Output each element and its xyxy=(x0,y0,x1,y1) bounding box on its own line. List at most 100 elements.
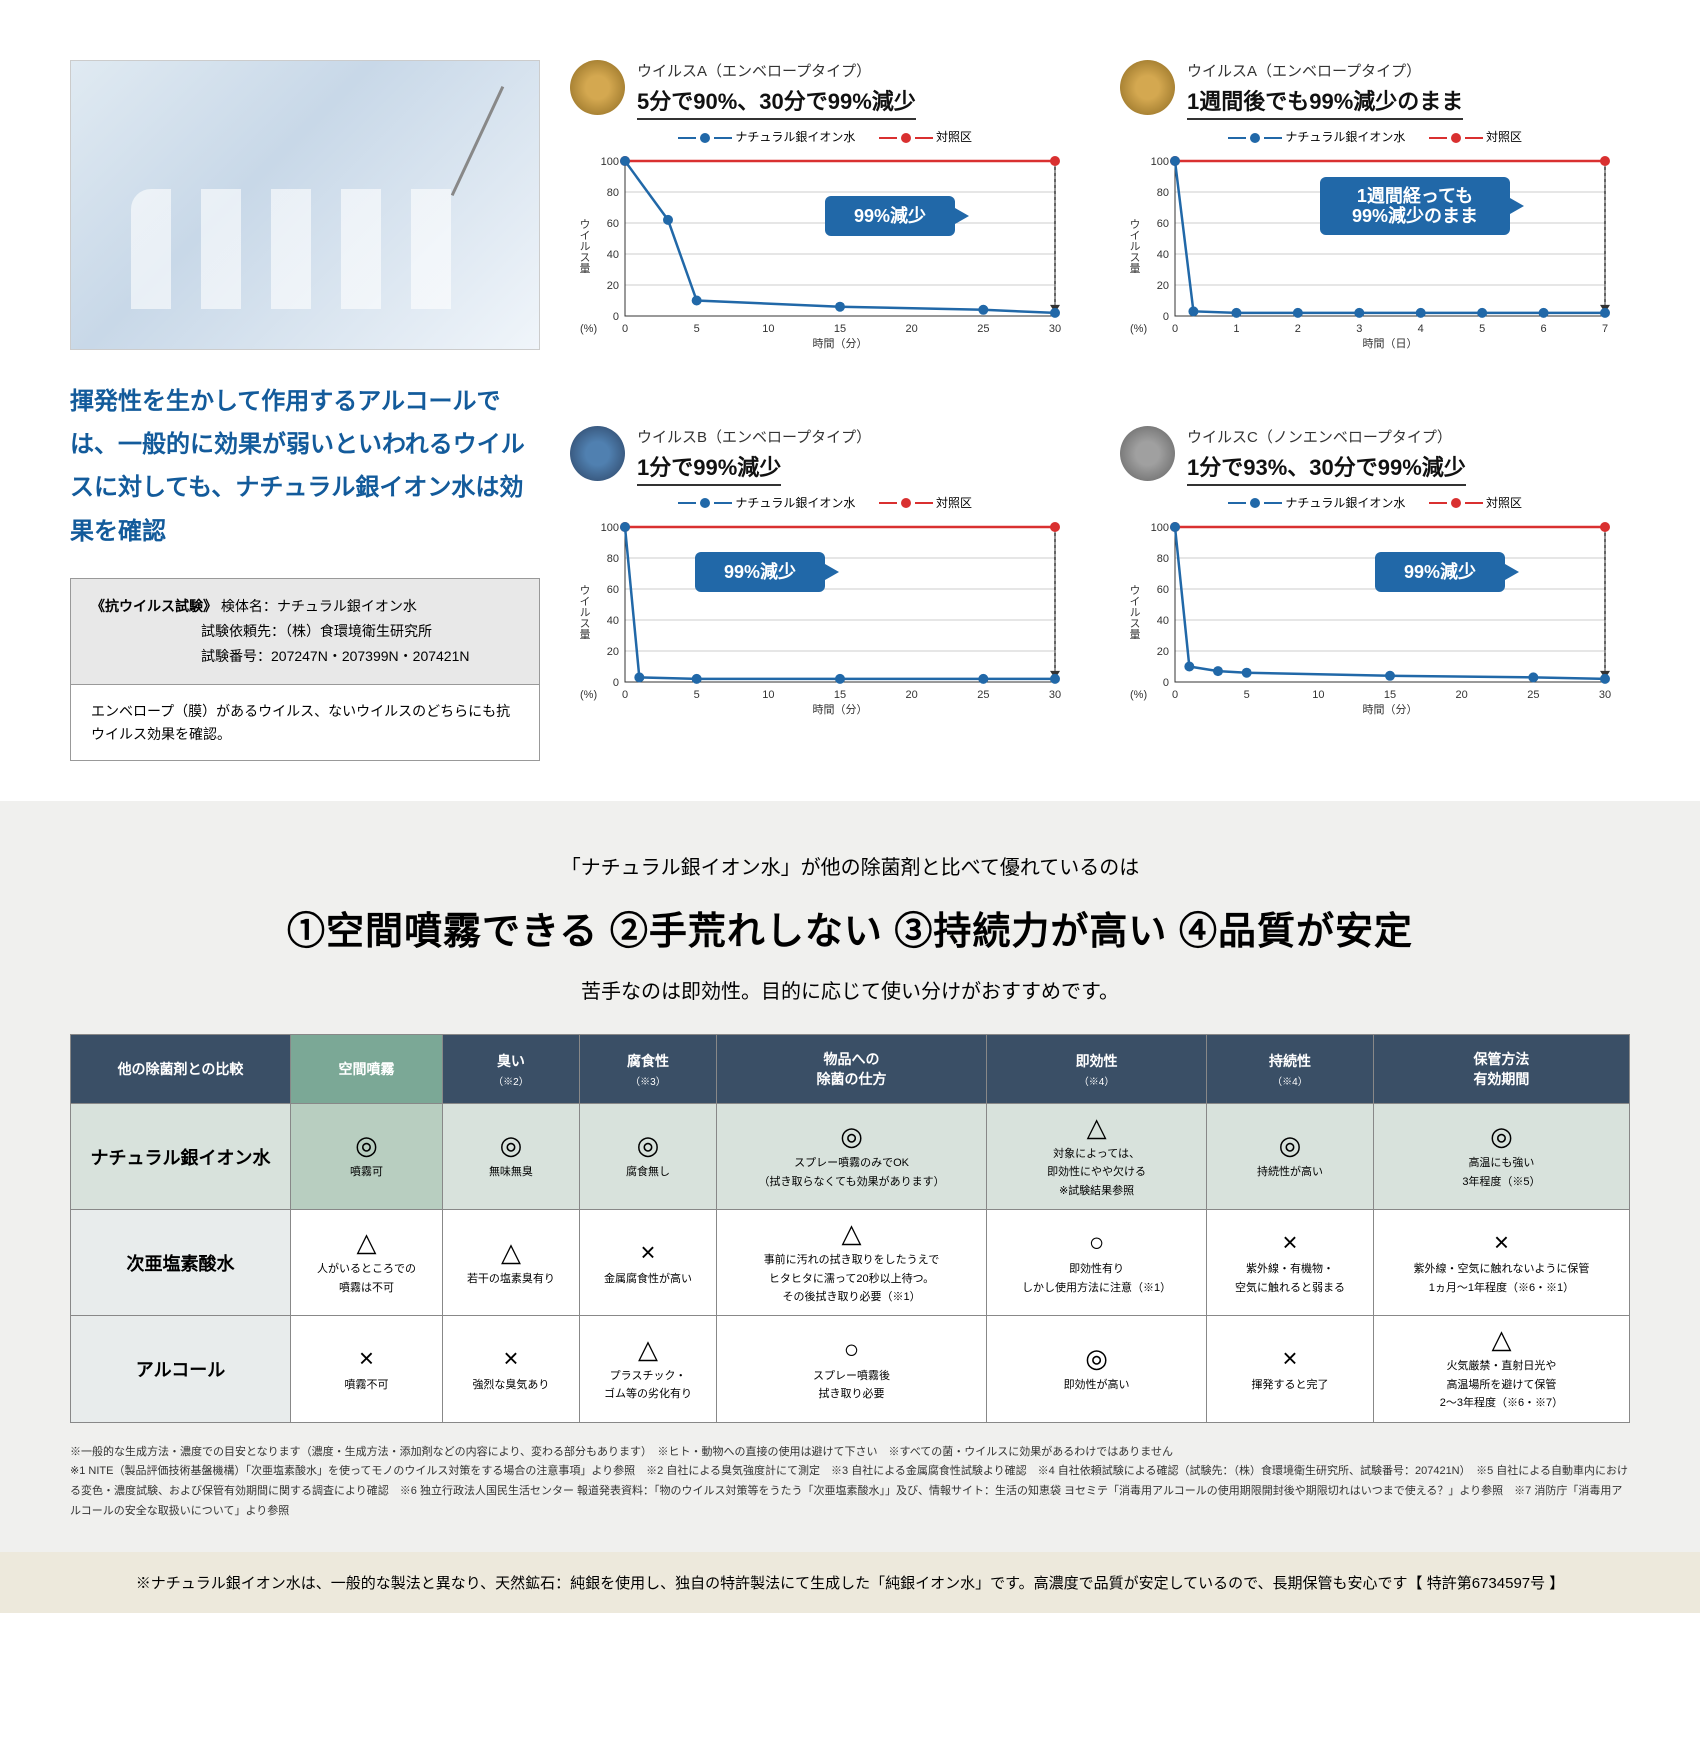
chart-legend: ナチュラル銀イオン水 対照区 xyxy=(1120,128,1630,145)
svg-text:30: 30 xyxy=(1049,323,1061,335)
svg-text:20: 20 xyxy=(1456,689,1468,701)
chart-result: 5分で90%、30分で99%減少 xyxy=(637,84,916,120)
table-header: 腐食性（※3） xyxy=(579,1035,716,1104)
row-name: 次亜塩素酸水 xyxy=(71,1210,291,1316)
svg-text:1週間経っても: 1週間経っても xyxy=(1357,185,1473,206)
table-header: 保管方法有効期間 xyxy=(1373,1035,1629,1104)
svg-text:0: 0 xyxy=(622,323,628,335)
table-cell: ×強烈な臭気あり xyxy=(442,1316,579,1422)
svg-text:10: 10 xyxy=(762,323,774,335)
svg-text:100: 100 xyxy=(601,156,619,168)
svg-text:80: 80 xyxy=(1157,187,1169,199)
chart-3: ウイルスC（ノンエンベロープタイプ）1分で93%、30分で99%減少 ナチュラル… xyxy=(1120,426,1630,762)
svg-text:10: 10 xyxy=(1312,689,1324,701)
table-cell: ◎持続性が高い xyxy=(1207,1104,1374,1210)
compare-features: ①空間噴霧できる ②手荒れしない ③持続力が高い ④品質が安定 xyxy=(70,900,1630,955)
table-header: 臭い（※2） xyxy=(442,1035,579,1104)
table-header: 他の除菌剤との比較 xyxy=(71,1035,291,1104)
svg-text:4: 4 xyxy=(1418,323,1424,335)
virus-icon xyxy=(1120,426,1175,481)
table-cell: △事前に汚れの拭き取りをしたうえでヒタヒタに濡って20秒以上待つ。その後拭き取り… xyxy=(716,1210,986,1316)
svg-text:25: 25 xyxy=(977,323,989,335)
table-header: 空間噴霧 xyxy=(291,1035,443,1104)
svg-text:5: 5 xyxy=(694,323,700,335)
svg-text:60: 60 xyxy=(607,584,619,596)
svg-text:15: 15 xyxy=(834,323,846,335)
chart-svg: 02040608010005101520253099%減少時間（分）ウイルス量(… xyxy=(570,151,1070,351)
svg-text:60: 60 xyxy=(1157,584,1169,596)
svg-text:60: 60 xyxy=(607,218,619,230)
compare-note: 苦手なのは即効性。目的に応じて使い分けがおすすめです。 xyxy=(70,975,1630,1004)
svg-text:(%): (%) xyxy=(580,323,597,335)
lab-photo xyxy=(70,60,540,350)
svg-text:20: 20 xyxy=(607,280,619,292)
svg-text:2: 2 xyxy=(1295,323,1301,335)
svg-text:99%減少のまま: 99%減少のまま xyxy=(1352,205,1478,226)
svg-text:3: 3 xyxy=(1356,323,1362,335)
svg-text:0: 0 xyxy=(613,311,619,323)
svg-text:20: 20 xyxy=(607,646,619,658)
table-cell: ○即効性有りしかし使用方法に注意（※1） xyxy=(987,1210,1207,1316)
svg-text:40: 40 xyxy=(1157,615,1169,627)
svg-text:40: 40 xyxy=(607,615,619,627)
footnotes: ※一般的な生成方法・濃度での目安となります（濃度・生成方法・添加剤などの内容によ… xyxy=(70,1443,1630,1522)
table-cell: ×紫外線・空気に触れないように保管1ヵ月～1年程度（※6・※1） xyxy=(1373,1210,1629,1316)
svg-text:ウイルス量: ウイルス量 xyxy=(578,218,591,273)
svg-text:25: 25 xyxy=(977,689,989,701)
svg-text:20: 20 xyxy=(906,689,918,701)
svg-text:15: 15 xyxy=(1384,689,1396,701)
svg-text:100: 100 xyxy=(601,522,619,534)
svg-text:(%): (%) xyxy=(580,689,597,701)
compare-intro: 「ナチュラル銀イオン水」が他の除菌剤と比べて優れているのは xyxy=(70,851,1630,880)
bottom-note: ※ナチュラル銀イオン水は、一般的な製法と異なり、天然鉱石：純銀を使用し、独自の特… xyxy=(0,1552,1700,1613)
table-cell: △人がいるところでの噴霧は不可 xyxy=(291,1210,443,1316)
svg-text:0: 0 xyxy=(613,677,619,689)
table-cell: △若干の塩素臭有り xyxy=(442,1210,579,1316)
svg-text:ウイルス量: ウイルス量 xyxy=(578,584,591,639)
chart-result: 1分で93%、30分で99%減少 xyxy=(1187,450,1466,486)
svg-text:0: 0 xyxy=(1163,677,1169,689)
svg-text:15: 15 xyxy=(834,689,846,701)
table-cell: ◎高温にも強い3年程度（※5） xyxy=(1373,1104,1629,1210)
virus-icon xyxy=(1120,60,1175,115)
table-row: ナチュラル銀イオン水◎噴霧可◎無味無臭◎腐食無し◎スプレー噴霧のみでOK（拭き取… xyxy=(71,1104,1630,1210)
chart-svg: 02040608010005101520253099%減少時間（分）ウイルス量(… xyxy=(1120,517,1620,717)
table-cell: ×揮発すると完了 xyxy=(1207,1316,1374,1422)
table-row: アルコール×噴霧不可×強烈な臭気あり△プラスチック・ゴム等の劣化有り○スプレー噴… xyxy=(71,1316,1630,1422)
svg-text:30: 30 xyxy=(1599,689,1611,701)
svg-text:60: 60 xyxy=(1157,218,1169,230)
chart-type-label: ウイルスC（ノンエンベロープタイプ） xyxy=(1187,426,1630,447)
chart-svg: 02040608010005101520253099%減少時間（分）ウイルス量(… xyxy=(570,517,1070,717)
table-cell: ×金属腐食性が高い xyxy=(579,1210,716,1316)
svg-text:100: 100 xyxy=(1151,156,1169,168)
table-cell: △プラスチック・ゴム等の劣化有り xyxy=(579,1316,716,1422)
row-name: アルコール xyxy=(71,1316,291,1422)
svg-text:0: 0 xyxy=(1163,311,1169,323)
svg-text:30: 30 xyxy=(1049,689,1061,701)
svg-text:(%): (%) xyxy=(1130,689,1147,701)
svg-text:40: 40 xyxy=(1157,249,1169,261)
table-header: 即効性（※4） xyxy=(987,1035,1207,1104)
svg-text:20: 20 xyxy=(906,323,918,335)
svg-text:20: 20 xyxy=(1157,646,1169,658)
svg-text:80: 80 xyxy=(607,553,619,565)
virus-icon xyxy=(570,60,625,115)
svg-text:99%減少: 99%減少 xyxy=(1404,561,1476,582)
chart-result: 1週間後でも99%減少のまま xyxy=(1187,84,1463,120)
svg-text:0: 0 xyxy=(622,689,628,701)
svg-text:時間（分）: 時間（分） xyxy=(813,337,868,350)
table-cell: ◎噴霧可 xyxy=(291,1104,443,1210)
svg-text:5: 5 xyxy=(694,689,700,701)
headline: 揮発性を生かして作用するアルコールでは、一般的に効果が弱いといわれるウイルスに対… xyxy=(70,380,540,553)
svg-text:0: 0 xyxy=(1172,689,1178,701)
chart-svg: 020406080100012345671週間経っても99%減少のまま時間（日）… xyxy=(1120,151,1620,351)
svg-text:時間（日）: 時間（日） xyxy=(1363,337,1418,350)
chart-type-label: ウイルスA（エンベロープタイプ） xyxy=(637,60,1080,81)
virus-icon xyxy=(570,426,625,481)
chart-legend: ナチュラル銀イオン水 対照区 xyxy=(570,128,1080,145)
svg-text:時間（分）: 時間（分） xyxy=(813,703,868,716)
svg-text:25: 25 xyxy=(1527,689,1539,701)
svg-text:99%減少: 99%減少 xyxy=(724,561,796,582)
chart-2: ウイルスB（エンベロープタイプ）1分で99%減少 ナチュラル銀イオン水 対照区0… xyxy=(570,426,1080,762)
test-info-box: 《抗ウイルス試験》 検体名：ナチュラル銀イオン水 試験依頼先：（株）食環境衛生研… xyxy=(70,578,540,761)
